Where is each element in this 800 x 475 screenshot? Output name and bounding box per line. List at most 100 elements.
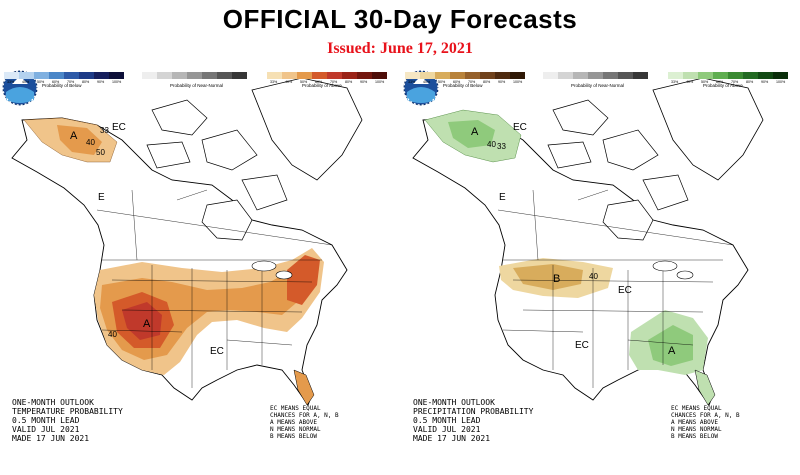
legend-tick-label: 90% <box>97 80 105 84</box>
florida-above <box>694 369 716 406</box>
legend-below <box>4 72 124 79</box>
page-title: OFFICIAL 30-Day Forecasts <box>222 4 578 34</box>
info-line: VALID JUL 2021 <box>12 425 80 434</box>
above-conus-label: A <box>143 318 151 330</box>
hudson-bay <box>201 199 253 241</box>
ec-southwest-label: EC <box>575 340 589 351</box>
key-line: N MEANS NORMAL <box>671 426 722 433</box>
ec-alaska-label: EC <box>112 122 126 133</box>
issued-date: Issued: June 17, 2021 <box>327 40 473 57</box>
key-line: EC MEANS EQUAL <box>270 405 321 412</box>
legend-tick-label: 70% <box>67 80 75 84</box>
legend-tick-label: 60% <box>315 80 323 84</box>
legend-tick-label: 100% <box>112 80 122 84</box>
below-plains-label: B <box>553 273 561 285</box>
noaa-logo <box>2 70 38 106</box>
key-line: N MEANS NORMAL <box>270 426 321 433</box>
great-lakes <box>652 260 678 272</box>
northeast-above-dark <box>287 255 320 305</box>
great-lakes <box>251 260 277 272</box>
ec-west-label: E <box>499 192 506 203</box>
info-line: ONE-MONTH OUTLOOK <box>12 398 94 407</box>
temperature-map-graphic <box>11 77 363 406</box>
legend-tick-label: 50% <box>701 80 709 84</box>
legend-tick-label: 33% <box>270 80 278 84</box>
ec-south-label: EC <box>210 346 224 357</box>
legend-tick-label: 80% <box>82 80 90 84</box>
contour-50-alaska: 50 <box>96 148 105 157</box>
above-southeast-label: A <box>668 345 676 357</box>
great-lakes <box>275 270 293 280</box>
above-alaska-label: A <box>70 130 78 142</box>
contour-33-alaska: 33 <box>100 126 109 135</box>
legend-normal-label: Probability of Near-Normal <box>170 83 223 88</box>
legend-tick-label: 70% <box>731 80 739 84</box>
precipitation-map-graphic <box>412 77 764 406</box>
legend-tick-label: 100% <box>776 80 786 84</box>
legend-above-label: Probability of Above <box>703 83 743 88</box>
legend-below-label: Probability of Below <box>42 83 82 88</box>
info-line: ONE-MONTH OUTLOOK <box>413 398 495 407</box>
contour-40-conus: 40 <box>108 330 117 339</box>
ec-west-label: E <box>98 192 105 203</box>
noaa-logo <box>403 70 439 106</box>
legend-tick-label: 50% <box>37 80 45 84</box>
precipitation-info-block: ONE-MONTH OUTLOOK PRECIPITATION PROBABILI… <box>413 398 533 443</box>
ec-alaska-label: EC <box>513 122 527 133</box>
arctic-island-outline <box>602 129 659 171</box>
legend-tick-label: 33% <box>7 80 15 84</box>
contour-33-alaska: 33 <box>497 142 506 151</box>
legend-tick-label: 60% <box>716 80 724 84</box>
key-line: CHANCES FOR A, N, B <box>671 412 740 419</box>
legend-below <box>405 72 525 79</box>
legend-tick-label: 100% <box>375 80 385 84</box>
arctic-island-outline <box>547 141 592 169</box>
contour-40-plains: 40 <box>589 272 598 281</box>
temperature-outlook-map: EC E EC A A 40 50 33 40 ONE-MONTH OUTLOO… <box>2 70 397 470</box>
hudson-bay <box>602 199 654 241</box>
alaska-above-mid <box>57 125 102 155</box>
legend-above-label: Probability of Above <box>302 83 342 88</box>
arctic-island-outline <box>151 99 208 136</box>
state-borders <box>497 189 734 388</box>
legend-tick-label: 40% <box>22 80 30 84</box>
legend-tick-label: 90% <box>498 80 506 84</box>
plains-below-mid <box>513 264 583 290</box>
contour-40-alaska: 40 <box>86 138 95 147</box>
legend-tick-label: 60% <box>52 80 60 84</box>
key-line: EC MEANS EQUAL <box>671 405 722 412</box>
alaska-precip-above-mid <box>448 120 495 148</box>
above-alaska-label: A <box>471 126 479 138</box>
info-line: PRECIPITATION PROBABILITY <box>413 407 534 416</box>
key-line: B MEANS BELOW <box>270 433 317 440</box>
key-line: A MEANS ABOVE <box>671 419 718 426</box>
info-line: 0.5 MONTH LEAD <box>12 416 80 425</box>
legend-tick-label: 40% <box>423 80 431 84</box>
precipitation-outlook-map: EC E EC EC B A A 40 33 40 ONE-MONTH OUTL… <box>403 70 798 470</box>
contour-40-alaska: 40 <box>487 140 496 149</box>
legend-tick-label: 40% <box>686 80 694 84</box>
info-line: MADE 17 JUN 2021 <box>413 434 491 443</box>
legend-tick-label: 70% <box>330 80 338 84</box>
arctic-island-outline <box>642 174 689 211</box>
key-line: CHANCES FOR A, N, B <box>270 412 339 419</box>
key-line: A MEANS ABOVE <box>270 419 317 426</box>
info-line: TEMPERATURE PROBABILITY <box>12 407 123 416</box>
legend-normal <box>543 72 648 79</box>
greenland-outline <box>251 77 363 181</box>
legend-tick-label: 50% <box>438 80 446 84</box>
legend-tick-label: 90% <box>761 80 769 84</box>
temperature-legend: Probability of Below Probability of Near… <box>4 72 387 88</box>
state-borders <box>96 189 333 388</box>
arctic-island-outline <box>241 174 288 211</box>
info-line: 0.5 MONTH LEAD <box>413 416 481 425</box>
legend-above <box>668 72 788 79</box>
legend-tick-label: 90% <box>360 80 368 84</box>
southeast-above-mid <box>648 325 693 366</box>
legend-tick-label: 70% <box>468 80 476 84</box>
arctic-island-outline <box>201 129 258 171</box>
legend-normal-label: Probability of Near-Normal <box>571 83 624 88</box>
legend-tick-label: 80% <box>483 80 491 84</box>
legend-tick-label: 100% <box>513 80 523 84</box>
